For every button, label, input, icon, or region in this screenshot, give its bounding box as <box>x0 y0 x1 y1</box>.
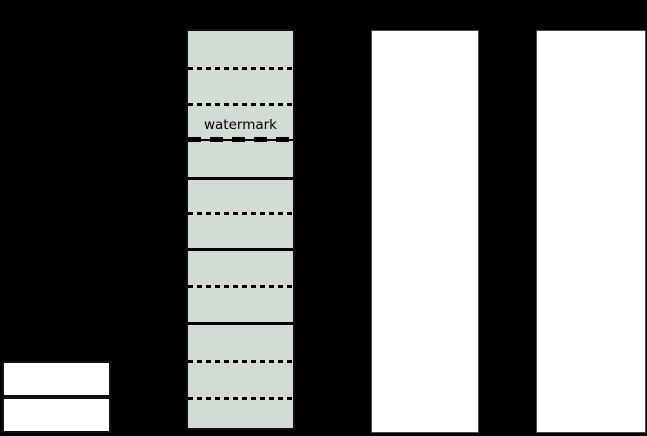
watermark-label: watermark <box>203 117 278 133</box>
slot-divider-line <box>188 67 293 70</box>
slot-divider-line <box>188 360 293 363</box>
legend-swatch-1 <box>2 361 111 397</box>
watermark-level-line <box>188 137 293 142</box>
slot-divider-line <box>188 397 293 400</box>
slot-divider-line <box>188 103 293 106</box>
slot-divider-line <box>188 212 293 215</box>
legend-swatch-2 <box>2 397 111 433</box>
watermark-column: watermark <box>186 29 295 430</box>
segment-boundary-line <box>188 248 293 251</box>
segment-boundary-line <box>188 322 293 325</box>
plain-column-2 <box>536 30 646 433</box>
segment-boundary-line <box>188 177 293 180</box>
slot-divider-line <box>188 285 293 288</box>
plain-column-1 <box>371 30 479 433</box>
